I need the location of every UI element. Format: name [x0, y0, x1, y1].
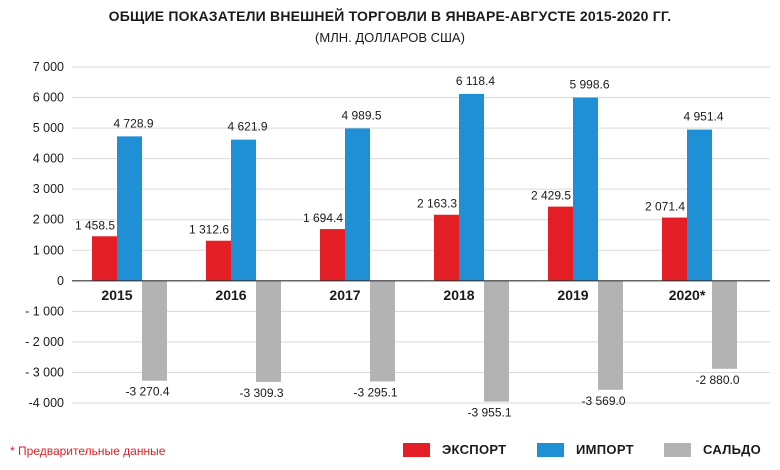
data-label-import: 4 951.4	[683, 110, 723, 124]
x-tick-label: 2016	[215, 287, 246, 303]
y-tick-label: 7 000	[33, 60, 64, 74]
legend-label-export: ЭКСПОРТ	[442, 442, 507, 457]
bar-export	[662, 217, 687, 281]
data-label-export: 1 458.5	[75, 218, 115, 232]
legend-label-balance: САЛЬДО	[703, 442, 762, 457]
x-tick-label: 2015	[101, 287, 132, 303]
data-label-balance: -3 569.0	[581, 394, 625, 408]
data-label-balance: -3 309.3	[239, 386, 283, 400]
bar-export	[434, 214, 459, 281]
data-label-export: 1 312.6	[189, 223, 229, 237]
y-tick-label: 4 000	[33, 152, 64, 166]
data-label-export: 2 163.3	[417, 197, 457, 211]
data-label-import: 5 998.6	[569, 78, 609, 92]
bar-chart: 7 000 6 000 5 000 4 000 3 000 2 000 1 000 0 - 1 …	[25, 60, 770, 420]
y-tick-label: 0	[57, 274, 64, 288]
data-label-import: 6 118.4	[456, 74, 495, 88]
y-tick-label: - 1 000	[25, 304, 64, 318]
y-tick-label: 3 000	[33, 182, 64, 196]
bar-export	[92, 236, 117, 281]
data-label-balance: -2 880.0	[695, 373, 739, 387]
data-label-balance: -3 270.4	[125, 385, 169, 399]
bar-balance	[598, 280, 623, 390]
data-label-import: 4 621.9	[227, 120, 267, 134]
bar-balance	[712, 280, 737, 369]
y-tick-label: 1 000	[33, 243, 64, 257]
chart-subtitle: (МЛН. ДОЛЛАРОВ США)	[315, 30, 465, 45]
bar-import	[117, 136, 142, 281]
x-tick-label: 2017	[329, 287, 360, 303]
bar-import	[573, 97, 598, 281]
legend-item-import: ИМПОРТ	[537, 442, 634, 457]
data-label-export: 2 429.5	[531, 189, 571, 203]
chart-title: ОБЩИЕ ПОКАЗАТЕЛИ ВНЕШНЕЙ ТОРГОВЛИ В ЯНВА…	[108, 8, 672, 24]
legend-item-balance: САЛЬДО	[664, 442, 761, 457]
bar-export	[206, 240, 231, 281]
y-tick-label: 5 000	[33, 121, 64, 135]
bar-balance	[142, 280, 167, 381]
x-tick-label: 2018	[443, 287, 474, 303]
y-tick-label: - 2 000	[25, 335, 64, 349]
bar-balance	[484, 280, 509, 402]
bar-import	[459, 93, 484, 281]
bar-import	[345, 128, 370, 281]
bar-export	[548, 206, 573, 281]
footnote: * Предварительные данные	[10, 444, 166, 458]
bar-import	[687, 129, 712, 281]
data-label-export: 2 071.4	[645, 200, 685, 214]
legend-swatch-export	[403, 442, 430, 457]
bar-balance	[256, 280, 281, 382]
y-tick-label: -4 000	[29, 396, 64, 410]
x-tick-label: 2020*	[669, 287, 706, 303]
legend-swatch-import	[537, 442, 564, 457]
data-label-balance: -3 295.1	[353, 385, 397, 399]
data-label-import: 4 728.9	[113, 116, 153, 130]
data-label-export: 1 694.4	[303, 211, 343, 225]
data-label-balance: -3 955.1	[467, 406, 511, 420]
legend-swatch-balance	[664, 442, 691, 457]
y-tick-label: 2 000	[33, 213, 64, 227]
y-tick-label: 6 000	[33, 91, 64, 105]
legend-item-export: ЭКСПОРТ	[403, 442, 506, 457]
bar-import	[231, 139, 256, 281]
bar-balance	[370, 280, 395, 382]
y-tick-label: - 3 000	[25, 365, 64, 379]
bar-export	[320, 229, 345, 281]
x-tick-label: 2019	[557, 287, 588, 303]
legend-label-import: ИМПОРТ	[576, 442, 634, 457]
data-label-import: 4 989.5	[341, 108, 381, 122]
